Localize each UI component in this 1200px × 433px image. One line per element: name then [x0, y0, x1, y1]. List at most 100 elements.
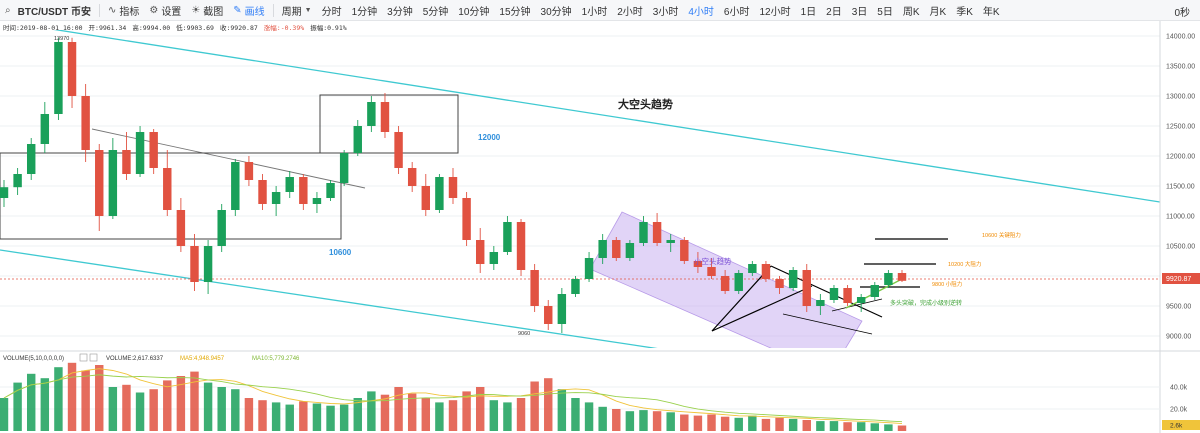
volume-bar — [312, 403, 322, 431]
settings-button[interactable]: ⚙ 设置 — [144, 0, 186, 21]
info-amplitude: 振幅:0.91% — [310, 24, 347, 32]
volume-bar — [475, 387, 485, 431]
candle-body — [856, 297, 866, 303]
volume-bar — [761, 418, 771, 431]
volume-last-label: 2.6k — [1170, 423, 1183, 430]
timeframe-option[interactable]: 季K — [956, 6, 973, 18]
countdown-timer: 0秒 — [1174, 8, 1190, 19]
timeframe-option[interactable]: 年K — [982, 6, 1000, 18]
period-dropdown[interactable]: 周期 ▼ — [277, 0, 317, 21]
volume-bar — [720, 416, 730, 431]
range-box-left — [0, 152, 342, 240]
price-tick-label: 12500.00 — [1166, 124, 1195, 131]
volume-bar — [598, 406, 607, 431]
annotation-big-bear-trend: 大空头趋势 — [618, 97, 673, 111]
candle-body — [625, 243, 635, 258]
volume-bar — [897, 425, 907, 431]
candle-body — [26, 144, 36, 174]
volume-bar — [816, 421, 825, 431]
volume-bar — [489, 400, 499, 431]
draw-button[interactable]: ✎ 画线 — [228, 0, 269, 21]
timeframe-option[interactable]: 1分钟 — [351, 6, 378, 18]
annotation-breakout: 多头突破，完成小级别逆转 — [890, 299, 962, 307]
volume-settings-icon[interactable] — [79, 353, 88, 362]
timeframe-option[interactable]: 分时 — [321, 6, 342, 18]
timeframe-option[interactable]: 2小时 — [617, 6, 643, 18]
volume-bar — [680, 414, 689, 431]
candle-body — [503, 222, 512, 252]
volume-bar — [95, 365, 104, 431]
volume-bar — [870, 423, 880, 431]
period-label: 周期 — [281, 6, 302, 18]
annotation-12000: 12000 — [478, 133, 501, 142]
volume-bar — [54, 367, 63, 431]
candle-body — [244, 162, 254, 180]
timeframe-option[interactable]: 12小时 — [759, 6, 791, 18]
symbol-label: BTC/USDT 币安 — [17, 6, 91, 18]
price-grid — [0, 35, 1160, 337]
timeframe-option[interactable]: 15分钟 — [499, 6, 531, 18]
candle-body — [666, 240, 675, 243]
timeframe-option[interactable]: 3小时 — [652, 6, 679, 18]
candle-body — [122, 150, 131, 174]
volume-grid — [0, 386, 1160, 410]
timeframe-option[interactable]: 3分钟 — [387, 6, 413, 18]
timeframe-option[interactable]: 月K — [929, 6, 947, 18]
candle-body — [163, 168, 172, 210]
volume-axis: 20.0k 40.0k — [1170, 385, 1188, 414]
ma5-value: MA5:4,948.9457 — [180, 356, 225, 362]
volume-tick-label: 20.0k — [1170, 407, 1188, 414]
volume-bar — [544, 378, 553, 431]
timeframe-option[interactable]: 30分钟 — [540, 6, 572, 18]
timeframe-option[interactable]: 5分钟 — [422, 6, 449, 18]
timeframe-option[interactable]: 周K — [902, 6, 920, 18]
triangle-line-1 — [711, 265, 772, 332]
volume-bar — [802, 420, 811, 431]
volume-bar — [0, 398, 9, 431]
volume-bar — [788, 418, 798, 431]
indicators-button[interactable]: ∿ 指标 — [103, 0, 144, 21]
timeframe-option[interactable]: 10分钟 — [458, 6, 490, 18]
annotation-resist-strong: 10600 关键阻力 — [982, 231, 1021, 239]
candle-body — [271, 192, 281, 204]
candle-body — [680, 240, 689, 261]
info-low: 低:9903.69 — [176, 24, 214, 32]
volume-bar — [13, 382, 22, 431]
price-chart[interactable]: 大空头趋势 小空头趋势 12000 10600 9060 13970 10600… — [0, 21, 1200, 433]
volume-bar — [407, 393, 417, 431]
channel-upper-line — [53, 30, 1160, 203]
drawing-layer — [0, 30, 1160, 348]
candle-body — [897, 273, 907, 281]
search-icon: ⌕ — [5, 4, 11, 16]
volume-bar — [217, 387, 226, 431]
volume-bar — [748, 415, 757, 431]
timeframe-option[interactable]: 5日 — [877, 6, 893, 18]
volume-close-icon[interactable] — [89, 353, 98, 362]
candle-body — [258, 180, 267, 204]
volume-bar — [26, 373, 36, 431]
volume-bar — [163, 380, 172, 431]
snapshot-button[interactable]: ☀ 截图 — [186, 0, 228, 21]
settings-label: 设置 — [161, 6, 182, 18]
timeframe-option[interactable]: 1小时 — [581, 6, 608, 18]
volume-bar — [40, 378, 50, 431]
volume-bar — [285, 404, 294, 431]
price-tick-label: 13500.00 — [1166, 64, 1195, 71]
timeframe-option[interactable]: 4小时 — [688, 6, 714, 18]
price-axis: 9000.009500.0010000.0010500.0011000.0011… — [1159, 21, 1195, 433]
volume-last-tag: 2.6k — [1162, 420, 1200, 430]
volume-bar — [67, 362, 77, 431]
gear-icon: ⚙ — [149, 4, 159, 16]
timeframe-option[interactable]: 6小时 — [723, 6, 750, 18]
candle-body — [380, 102, 390, 132]
candle-body — [285, 177, 294, 192]
timeframe-option[interactable]: 3日 — [851, 6, 868, 18]
timeframe-option[interactable]: 2日 — [826, 6, 842, 18]
candle-body — [475, 240, 485, 264]
ma10-value: MA10:5,779.2746 — [252, 356, 300, 362]
candles — [0, 37, 907, 333]
timeframe-option[interactable]: 1日 — [800, 6, 817, 18]
candle-body — [339, 153, 349, 183]
symbol-selector[interactable]: ⌕ BTC/USDT 币安 — [0, 0, 96, 21]
volume-bar — [380, 394, 390, 431]
